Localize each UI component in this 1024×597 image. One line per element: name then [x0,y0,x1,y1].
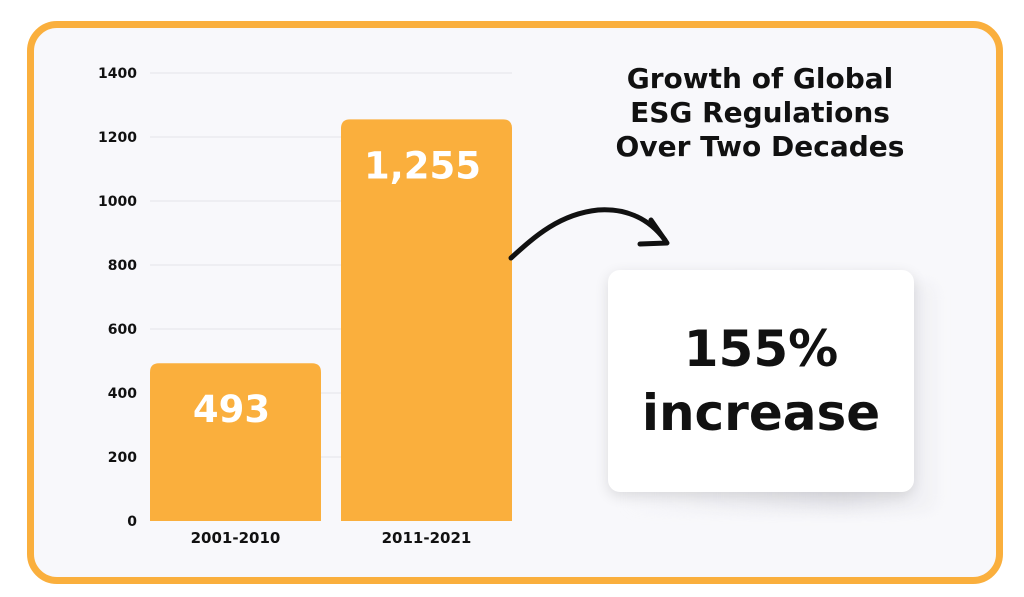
y-tick-label: 0 [127,514,137,530]
y-tick-label: 1400 [98,66,137,82]
y-tick-label: 1200 [98,130,137,146]
x-category-label: 2011-2021 [382,529,472,547]
bar-value-label: 493 [193,388,270,431]
x-axis-categories: 2001-2010 2011-2021 [191,529,472,547]
bar-2001-2010 [150,363,321,521]
callout-label: increase [641,384,881,442]
arrow-icon [508,207,668,261]
bar-value-label: 1,255 [364,144,481,187]
x-category-label: 2001-2010 [191,529,281,547]
bars: 493 1,255 [150,119,512,522]
y-tick-label: 1000 [98,194,137,210]
bar-2011-2021 [341,119,512,522]
increase-callout: 155% increase [608,270,914,492]
y-tick-label: 800 [108,258,137,274]
y-tick-label: 600 [108,322,137,338]
y-axis-ticks: 0 200 400 600 800 1000 1200 1400 [98,66,137,530]
y-tick-label: 200 [108,450,137,466]
callout-percentage: 155% [683,320,839,378]
arrow-head-icon [637,217,670,247]
y-tick-label: 400 [108,386,137,402]
chart-title: Growth of Global ESG Regulations Over Tw… [615,62,905,163]
